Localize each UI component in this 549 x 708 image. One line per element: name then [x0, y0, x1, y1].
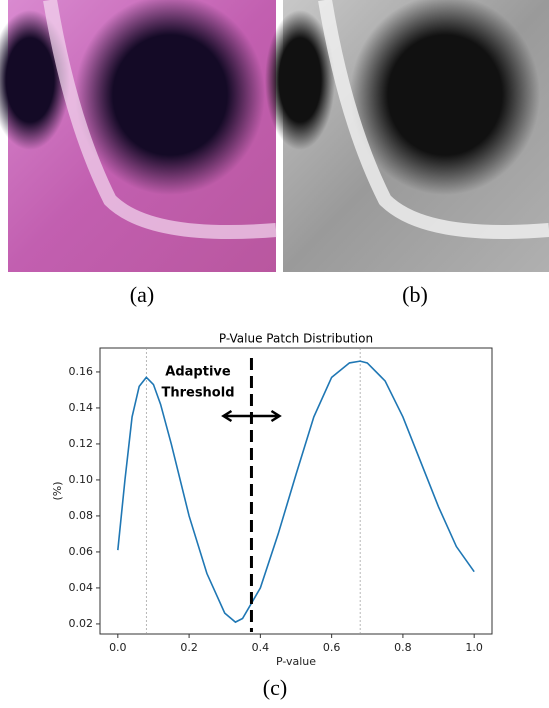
annotation: Threshold	[161, 386, 234, 401]
y-tick-label: 0.02	[69, 617, 94, 630]
chart-title: P-Value Patch Distribution	[219, 332, 373, 346]
y-tick-label: 0.14	[69, 401, 94, 414]
image-a	[0, 0, 277, 272]
plot-frame	[99, 347, 493, 635]
y-axis-label: (%)	[51, 481, 64, 500]
caption: (a)	[130, 282, 154, 307]
y-tick-label: 0.12	[69, 437, 94, 450]
x-tick-label: 0.6	[323, 641, 341, 654]
y-tick-label: 0.10	[69, 473, 94, 486]
caption: (b)	[402, 282, 428, 307]
y-tick-label: 0.06	[69, 545, 94, 558]
x-axis-label: P-value	[276, 655, 316, 668]
caption: (c)	[263, 675, 287, 700]
y-tick-label: 0.16	[69, 365, 94, 378]
annotation: Adaptive	[165, 365, 231, 380]
x-tick-label: 0.4	[252, 641, 270, 654]
y-tick-label: 0.08	[69, 509, 94, 522]
image-b	[265, 0, 549, 272]
x-tick-label: 1.0	[465, 641, 483, 654]
x-tick-label: 0.0	[109, 641, 127, 654]
x-tick-label: 0.2	[180, 641, 198, 654]
y-tick-label: 0.04	[69, 581, 94, 594]
x-tick-label: 0.8	[394, 641, 412, 654]
line	[117, 360, 475, 624]
threshold-arrow	[221, 409, 282, 423]
